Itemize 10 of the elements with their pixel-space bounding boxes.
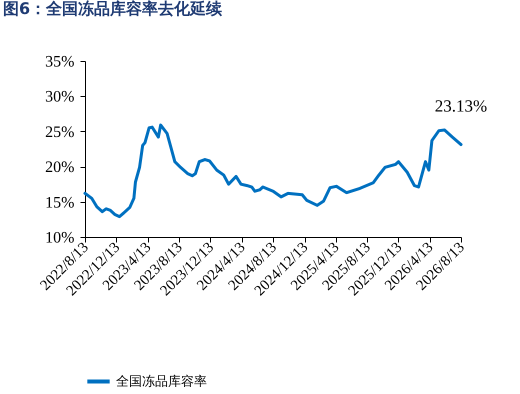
chart-title: 图6：全国冻品库容率去化延续 bbox=[3, 0, 224, 18]
y-tick-label: 35% bbox=[45, 54, 74, 70]
y-tick-label: 20% bbox=[45, 159, 74, 176]
y-tick-label: 10% bbox=[45, 230, 74, 246]
y-tick-label: 30% bbox=[45, 88, 74, 106]
annotation: 23.13% bbox=[434, 96, 488, 116]
legend-label: 全国冻品库容率 bbox=[116, 374, 207, 390]
y-tick-label: 15% bbox=[45, 194, 74, 212]
y-tick-label: 25% bbox=[45, 124, 74, 141]
line-series bbox=[84, 124, 462, 218]
